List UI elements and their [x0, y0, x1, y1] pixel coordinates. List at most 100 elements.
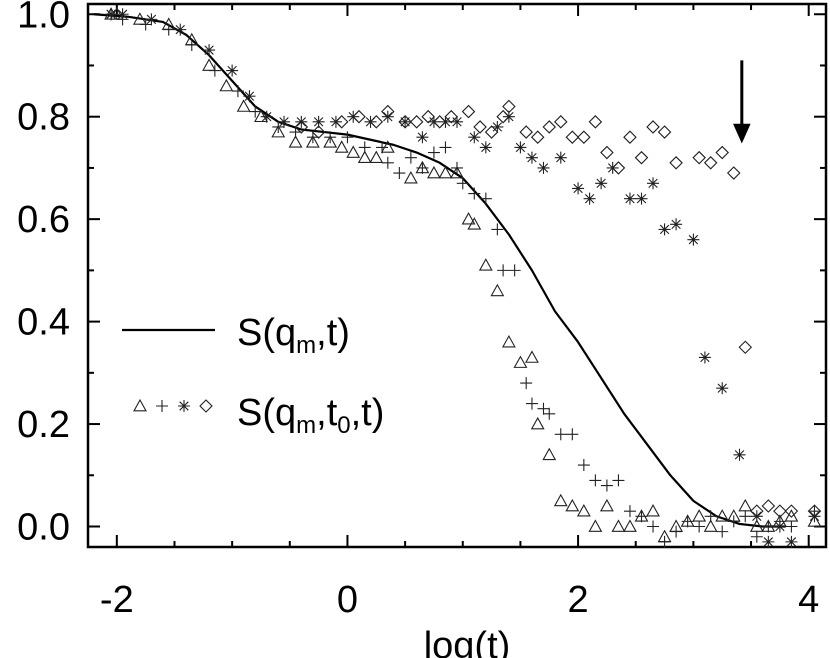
diamond-point	[294, 120, 309, 134]
plus-point	[162, 23, 175, 36]
asterisk-point	[203, 44, 216, 57]
x-tick-label: -2	[100, 579, 134, 621]
triangle-point	[346, 145, 361, 158]
y-tick-label: 0.6	[17, 199, 70, 241]
x-tick-label: 2	[568, 579, 589, 621]
diamond-point	[565, 130, 580, 144]
plus-point	[623, 505, 636, 518]
plus-point	[727, 515, 740, 528]
diamond-point	[738, 340, 753, 354]
triangle-point	[513, 355, 528, 368]
plus-point	[554, 428, 567, 441]
diamond-point	[432, 115, 447, 129]
triangle-point	[599, 498, 614, 512]
plus-point	[739, 510, 752, 523]
asterisk-point	[116, 8, 129, 21]
diamond-point	[577, 130, 591, 144]
triangle-point	[357, 150, 372, 164]
triangle-point	[288, 135, 303, 148]
diamond-point	[409, 115, 424, 129]
triangle-point	[553, 493, 568, 507]
plus-point	[139, 18, 152, 31]
triangle-point	[323, 135, 338, 148]
x-tick-label: 0	[337, 579, 358, 621]
triangle-point	[438, 165, 453, 179]
plus-point	[491, 223, 504, 236]
y-tick-label: 0.0	[17, 507, 70, 549]
y-tick-label: 1.0	[17, 0, 70, 36]
plus-point	[479, 192, 492, 205]
asterisk-point	[537, 161, 550, 174]
triangle-point	[692, 509, 707, 522]
triangle-point	[305, 135, 320, 148]
asterisk-point	[716, 382, 729, 395]
asterisk-point	[381, 110, 394, 123]
plus-point	[456, 177, 469, 190]
triangle-point	[623, 519, 637, 532]
asterisk-point	[260, 110, 273, 123]
triangle-point	[380, 140, 395, 153]
diamond-point	[381, 104, 395, 119]
legend-marker-samples	[133, 398, 213, 413]
triangle-point	[525, 350, 539, 363]
plus-point	[208, 64, 221, 77]
plus-point	[404, 151, 417, 164]
plus-point	[468, 187, 481, 200]
diamond-point	[623, 130, 637, 144]
triangle-point	[427, 165, 441, 179]
legend-diamond-marker	[199, 399, 213, 413]
asterisk-point	[491, 120, 504, 133]
asterisk-point	[762, 535, 775, 548]
triangle-point	[271, 124, 286, 138]
y-tick-label: 0.4	[17, 302, 70, 344]
diamond-point	[646, 120, 660, 134]
diamond-point	[703, 156, 718, 170]
triangle-point	[450, 165, 464, 179]
diamond-point	[600, 145, 614, 160]
asterisk-point	[226, 64, 239, 77]
plus-point	[762, 520, 775, 533]
plus-point	[341, 131, 354, 144]
plot-area	[86, 2, 828, 549]
annotation-arrow	[733, 60, 751, 144]
triangle-point	[576, 504, 591, 517]
series-diamond	[294, 99, 822, 518]
triangle-point	[646, 504, 660, 517]
triangle-point	[542, 447, 557, 461]
y-tick-label: 0.2	[17, 404, 70, 446]
diamond-point	[807, 504, 822, 518]
triangle-point	[334, 140, 349, 153]
x-tick-label: 4	[798, 579, 819, 621]
triangle-point	[715, 509, 730, 522]
series-asterisk	[105, 8, 821, 548]
asterisk-point	[468, 131, 481, 144]
plus-point	[376, 141, 389, 154]
asterisk-point	[808, 510, 821, 523]
plus-point	[693, 520, 706, 533]
plus-point	[750, 530, 763, 543]
asterisk-point	[773, 520, 786, 533]
diamond-point	[554, 115, 568, 129]
triangle-point	[369, 150, 384, 164]
plus-point	[381, 156, 394, 169]
plus-point	[324, 131, 337, 144]
diamond-point	[461, 104, 476, 119]
triangle-point	[219, 78, 234, 92]
plus-point	[525, 397, 538, 410]
triangle-point	[461, 212, 476, 225]
diamond-point	[761, 499, 776, 513]
asterisk-point	[623, 192, 636, 205]
asterisk-point	[105, 8, 118, 21]
legend-triangle-marker	[133, 398, 147, 412]
plus-point	[543, 407, 556, 420]
triangle-point	[403, 171, 418, 184]
plus-point	[393, 167, 406, 180]
plus-point	[416, 161, 429, 174]
plus-point	[306, 131, 319, 144]
legend: S(qm,t) S(qm,t0,t)	[122, 312, 384, 439]
diamond-point	[611, 161, 626, 175]
y-tick-label: 0.8	[17, 97, 70, 139]
plus-point	[289, 126, 302, 139]
asterisk-point	[312, 115, 325, 128]
